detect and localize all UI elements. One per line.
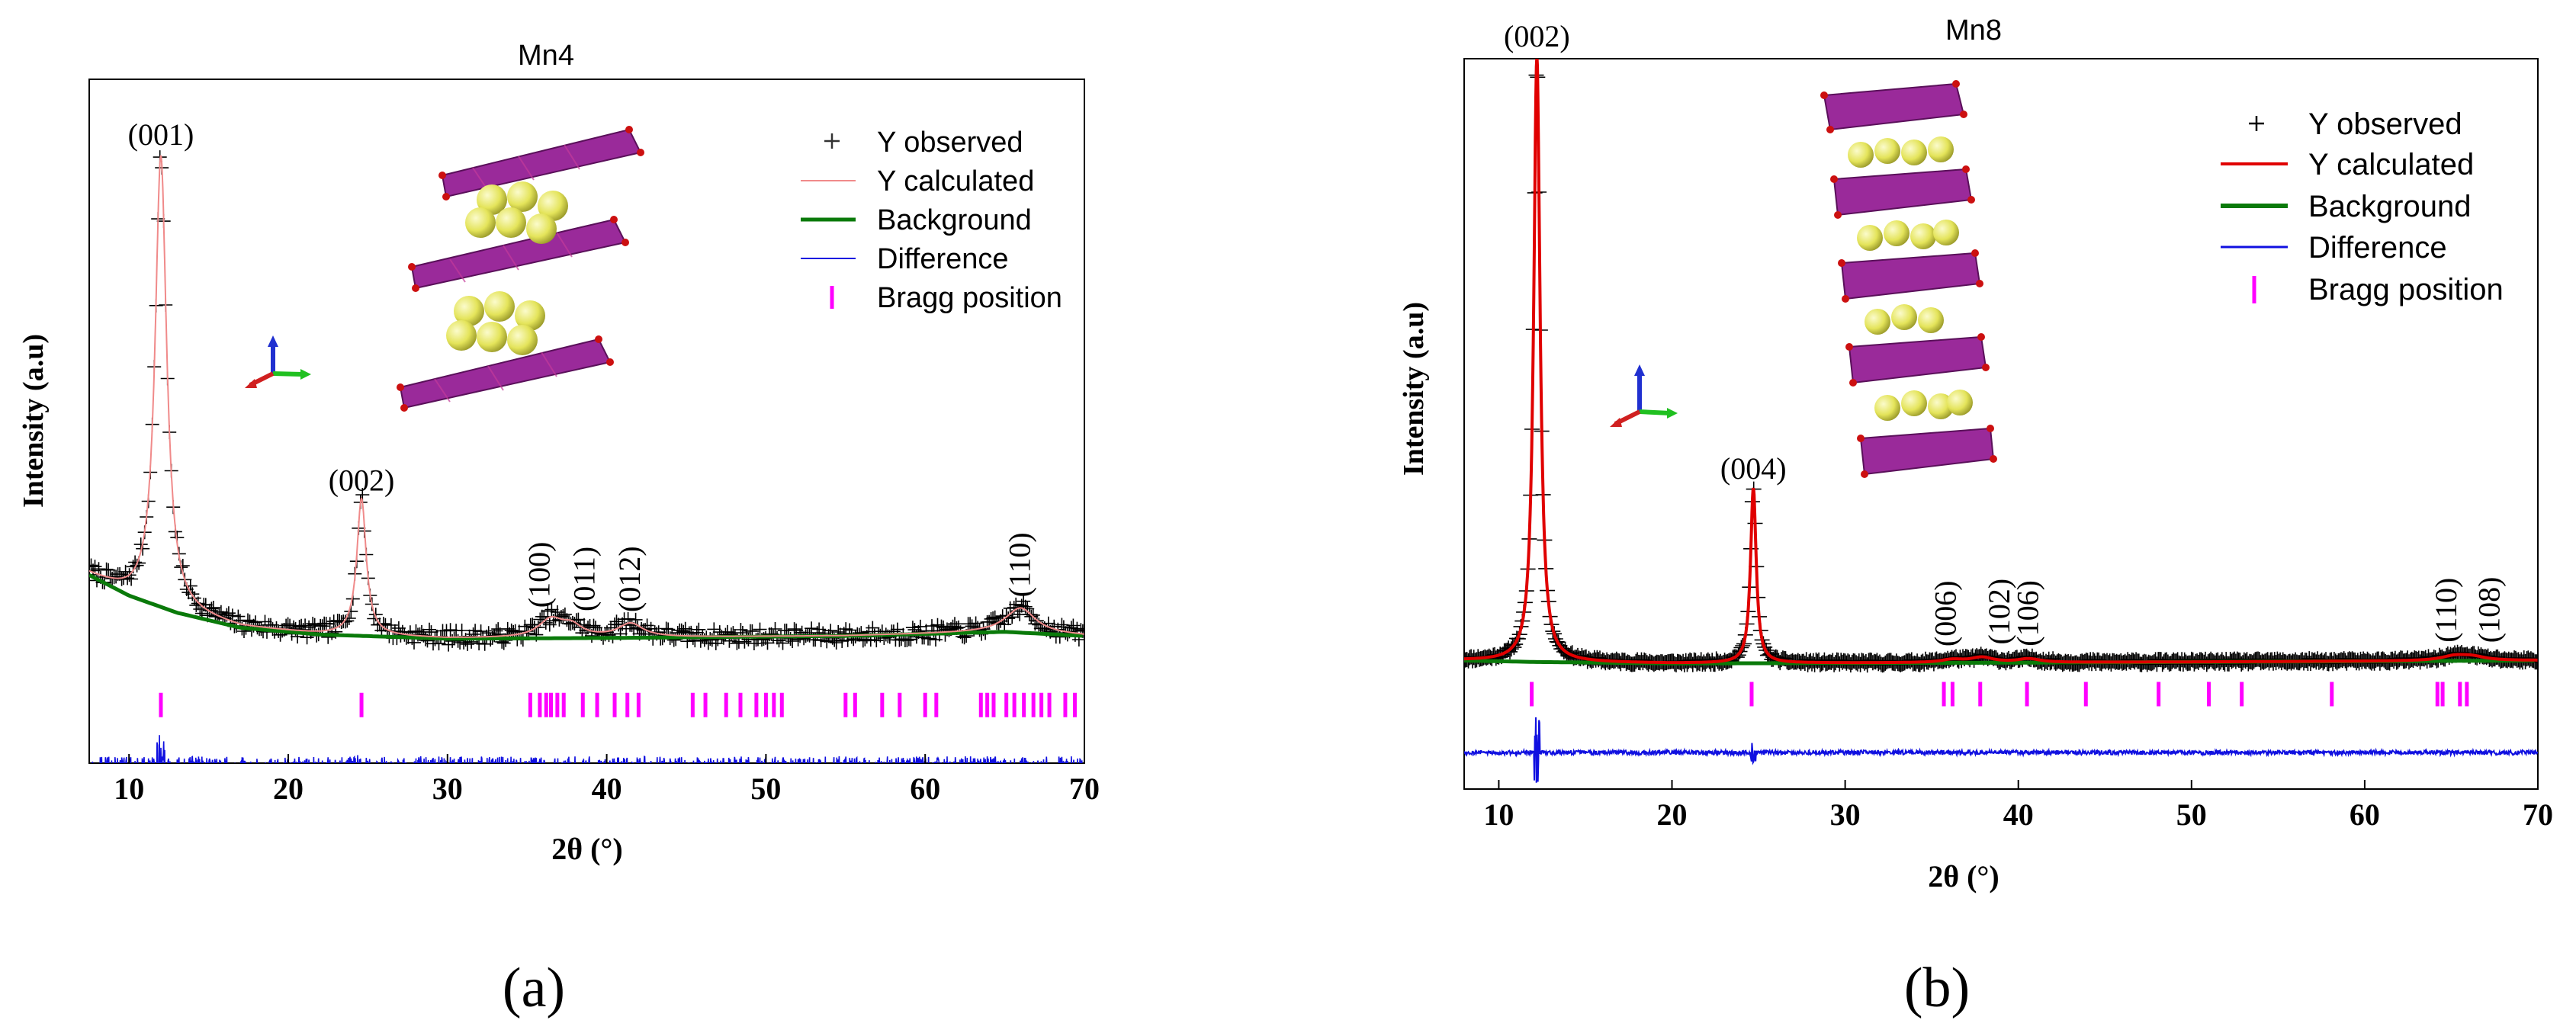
legend-label: Difference [877, 243, 1009, 275]
legend-label: Bragg position [2308, 273, 2504, 306]
y-axis-label: Intensity (a.u) [1398, 302, 1430, 476]
x-tick-label: 30 [432, 772, 463, 806]
x-tick-label: 30 [1830, 797, 1861, 832]
calculated-series [1464, 59, 2538, 665]
peak-labels: (001) (002) (100) (011) (012) (110) [128, 117, 1037, 612]
crystal-structure-image [1820, 80, 1997, 478]
bragg-ticks [1530, 682, 2469, 707]
x-tick-label: 50 [2176, 797, 2207, 832]
legend-label: Background [877, 204, 1032, 236]
legend: Y observed Y calculated Background Diffe… [801, 127, 1062, 314]
bragg-ticks [159, 692, 1077, 717]
peak-label: (110) [1003, 532, 1037, 597]
peak-label: (110) [2429, 578, 2463, 643]
background-series [89, 573, 1084, 641]
peak-label: (001) [128, 117, 194, 152]
x-tick-label: 60 [2350, 797, 2380, 832]
legend-label: Y calculated [2308, 148, 2474, 181]
axes-triad-icon [1610, 364, 1678, 427]
peak-label: (011) [567, 547, 602, 611]
calculated-series [89, 155, 1084, 638]
legend-label: Background [2308, 190, 2471, 223]
peak-label: (002) [329, 464, 395, 498]
x-tick-label: 10 [1483, 797, 1514, 832]
difference-series [1464, 717, 2538, 783]
x-tick-label: 40 [2003, 797, 2034, 832]
x-tick-label: 20 [273, 772, 304, 806]
x-tick-label: 10 [114, 772, 144, 806]
panel-a: Mn4 10 20 30 40 50 60 70 (001)(002)(100) (011)(… [18, 40, 1100, 1019]
legend-label: Y observed [2308, 107, 2462, 141]
peak-label: (002) [1504, 19, 1570, 53]
legend-observed-marker [2249, 116, 2264, 131]
x-axis-label: 2θ (°) [551, 832, 623, 866]
legend-label: Difference [2308, 231, 2447, 265]
panel-label: (b) [1904, 957, 1970, 1019]
legend: Y observed Y calculated Background Diffe… [2221, 107, 2504, 306]
x-tick-label: 20 [1657, 797, 1688, 832]
plot-frame [1463, 58, 2539, 790]
chart-title: Mn8 [1945, 14, 2002, 47]
legend-label: Y observed [877, 127, 1023, 159]
x-tick-label: 70 [2523, 797, 2553, 832]
x-axis: 10 20 30 40 50 60 70 [1483, 780, 2553, 832]
crystal-structure-image [397, 126, 644, 412]
y-axis-label: Intensity (a.u) [18, 334, 50, 508]
peak-labels: (002) (004) (006) (102)(106) (110) (108) [1504, 19, 2507, 646]
x-axis: 10 20 30 40 50 60 70 [114, 754, 1100, 806]
x-tick-label: 70 [1069, 772, 1100, 806]
legend-label: Bragg position [877, 282, 1062, 314]
peak-label: (006) [1928, 580, 1962, 646]
x-tick-label: 60 [910, 772, 940, 806]
peak-label: (106) [2010, 580, 2044, 646]
peak-label: (108) [2472, 577, 2507, 643]
legend-label: Y calculated [877, 165, 1034, 197]
panel-label: (a) [503, 957, 565, 1019]
axes-triad-icon [245, 335, 311, 388]
peak-label: (004) [1720, 451, 1787, 486]
x-tick-label: 50 [750, 772, 781, 806]
panel-b: Mn8 10 20 30 40 50 60 70 (002)(004)(006) (102)(… [1398, 14, 2553, 1019]
x-axis-label: 2θ (°) [1928, 859, 1999, 893]
plot-frame [88, 79, 1085, 764]
peak-label: (012) [612, 546, 647, 612]
legend-observed-marker [824, 133, 840, 149]
x-tick-label: 40 [592, 772, 622, 806]
peak-label: (100) [522, 542, 557, 608]
chart-title: Mn4 [518, 40, 574, 72]
peak-label: (102) [1982, 579, 2016, 645]
